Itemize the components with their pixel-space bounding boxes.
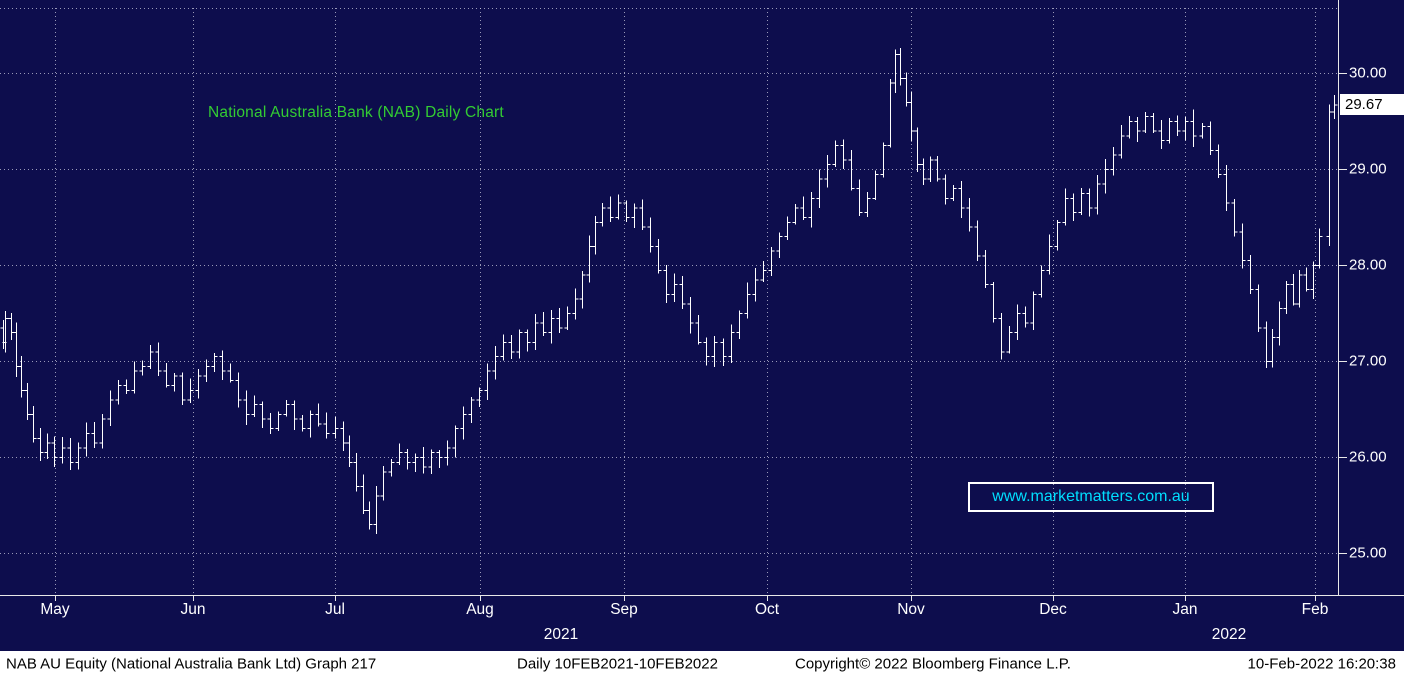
status-copyright: Copyright© 2022 Bloomberg Finance L.P. bbox=[795, 655, 1071, 672]
x-axis-month-label: Sep bbox=[610, 601, 638, 618]
y-axis-price-label: 28.00 bbox=[1349, 256, 1387, 274]
y-axis-price-label: 27.00 bbox=[1349, 352, 1387, 370]
status-date-range: Daily 10FEB2021-10FEB2022 bbox=[517, 655, 718, 672]
marketmatters-url[interactable]: www.marketmatters.com.au bbox=[992, 488, 1190, 505]
y-axis-price-label: 26.00 bbox=[1349, 448, 1387, 466]
status-instrument: NAB AU Equity (National Australia Bank L… bbox=[6, 655, 377, 672]
x-axis-month-label: Oct bbox=[754, 601, 780, 618]
x-axis-year-label: 2021 bbox=[543, 626, 579, 643]
x-axis-month-label: Feb bbox=[1301, 601, 1329, 618]
status-timestamp: 10-Feb-2022 16:20:38 bbox=[1247, 655, 1396, 672]
x-axis-month-label: Dec bbox=[1039, 601, 1067, 618]
x-axis-year-label: 2022 bbox=[1211, 626, 1247, 643]
price-chart-plot-area[interactable] bbox=[0, 0, 1404, 650]
status-bar: NAB AU Equity (National Australia Bank L… bbox=[0, 651, 1404, 676]
x-axis-month-label: Nov bbox=[897, 601, 925, 618]
x-axis-month-label: May bbox=[40, 601, 70, 618]
y-axis-price-label: 25.00 bbox=[1349, 544, 1387, 562]
y-axis-price-label: 29.00 bbox=[1349, 160, 1387, 178]
marketmatters-watermark-box[interactable]: www.marketmatters.com.au bbox=[968, 482, 1214, 512]
chart-title: National Australia Bank (NAB) Daily Char… bbox=[208, 104, 504, 121]
x-axis-month-label: Jul bbox=[325, 601, 345, 618]
x-axis-month-label: Jun bbox=[180, 601, 206, 618]
last-price-label: 29.67 bbox=[1340, 94, 1404, 115]
x-axis-month-label: Aug bbox=[466, 601, 494, 618]
x-axis-month-label: Jan bbox=[1172, 601, 1198, 618]
y-axis-price-label: 30.00 bbox=[1349, 64, 1387, 82]
